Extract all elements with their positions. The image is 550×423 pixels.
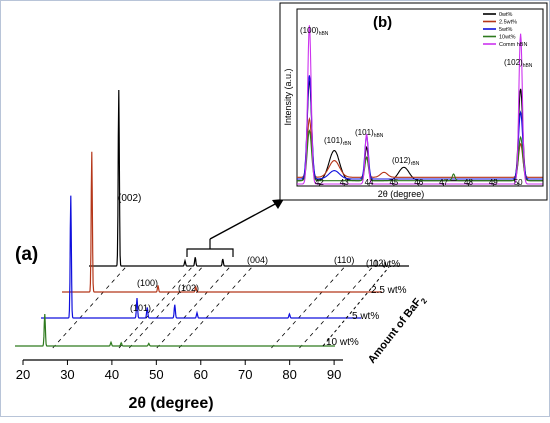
spectrum-a-1: [62, 151, 382, 293]
legend-label-3: 10wt%: [499, 35, 516, 41]
x-tick-label-a-90: 90: [327, 367, 341, 382]
zoom-arrow: [209, 202, 278, 240]
legend-b: 0wt% 2.5wt%5wt% 10wt%Comm hBN: [483, 12, 527, 48]
x-tick-label-b-49: 49: [489, 178, 498, 187]
peak-label-102: (102): [178, 283, 199, 293]
spectrum-b-4: [297, 25, 543, 185]
zoom-bracket: [186, 248, 234, 257]
x-ticks-b: 42 43 44 45 46 47 48 49 50: [315, 178, 523, 187]
peak-label-004: (004): [247, 255, 268, 265]
spectrum-a-2: [41, 195, 361, 319]
peak-label-101: (101): [130, 303, 151, 313]
peak-guide-lines: [52, 265, 374, 349]
inset-peak-label-012-rbn: (012)rBN: [392, 156, 420, 167]
series-label-10wt: 10 wt%: [326, 337, 359, 348]
spectrum-b-1: [297, 117, 543, 178]
x-tick-label-b-47: 47: [439, 178, 448, 187]
x-tick-label-a-80: 80: [282, 367, 296, 382]
series-label-0wt: 0 wt%: [373, 259, 400, 270]
peak-label-110: (110): [334, 255, 354, 265]
peak-label-112: (112): [366, 258, 386, 268]
legend-label-2: 5wt%: [499, 27, 513, 33]
panel-b-label: (b): [373, 14, 392, 31]
y-axis-title-b: Intensity (a.u.): [283, 68, 293, 125]
x-tick-label-a-40: 40: [105, 367, 119, 382]
depth-axis-line: [322, 266, 390, 347]
x-tick-label-b-43: 43: [340, 178, 349, 187]
depth-axis-label: Amount of BaF2: [366, 292, 429, 367]
legend-label-4: Comm hBN: [499, 42, 527, 48]
x-tick-label-b-50: 50: [514, 178, 523, 187]
x-tick-label-a-60: 60: [194, 367, 208, 382]
x-axis-title-b: 2θ (degree): [378, 189, 425, 199]
x-tick-label-b-42: 42: [315, 178, 324, 187]
peak-guide-3: [156, 265, 232, 349]
peak-guide-1: [118, 265, 194, 349]
peak-guide-6: [299, 265, 374, 349]
panel-b-inset: 42 43 44 45 46 47 48 49 50 2θ (degree) Intensity…: [279, 2, 548, 201]
spectra-b: [297, 25, 543, 185]
x-axis-title-a: 2θ (degree): [128, 395, 213, 412]
x-tick-label-b-44: 44: [365, 178, 374, 187]
peak-guide-0: [52, 265, 128, 349]
peak-label-002: (002): [118, 193, 141, 204]
inset-peak-label-100-hbn: (100)hBN: [300, 26, 329, 37]
x-ticks-a: 20 30 40 50 60 70 80 90: [16, 360, 341, 382]
spectrum-a-3: [15, 313, 335, 347]
series-label-2-5wt: 2.5 wt%: [371, 285, 407, 296]
x-tick-label-b-46: 46: [414, 178, 423, 187]
peak-label-100: (100): [137, 278, 158, 288]
panel-a-label: (a): [15, 244, 38, 265]
inset-peak-label-101-hbn: (101)hBN: [355, 128, 384, 139]
inset-peak-label-102-hbn: (102)hBN: [504, 58, 533, 69]
zoom-arrow-head: [272, 199, 284, 209]
peak-guide-2: [128, 265, 204, 349]
x-tick-label-b-48: 48: [464, 178, 473, 187]
spectrum-a-0: [89, 89, 409, 267]
series-label-5wt: 5 wt%: [352, 311, 379, 322]
x-tick-label-a-50: 50: [149, 367, 163, 382]
peak-guide-5: [271, 265, 346, 349]
spectrum-b-2: [297, 75, 543, 180]
x-tick-label-a-20: 20: [16, 367, 30, 382]
spectrum-b-3: [297, 129, 543, 182]
legend-label-1: 2.5wt%: [499, 20, 517, 26]
spectra-a: [15, 89, 409, 347]
x-tick-label-a-70: 70: [238, 367, 252, 382]
x-tick-label-b-45: 45: [389, 178, 398, 187]
x-tick-label-a-30: 30: [60, 367, 74, 382]
peak-guide-4: [178, 265, 254, 349]
inset-peak-label-101-rbn: (101)rBN: [324, 136, 352, 147]
legend-label-0: 0wt%: [499, 12, 513, 18]
